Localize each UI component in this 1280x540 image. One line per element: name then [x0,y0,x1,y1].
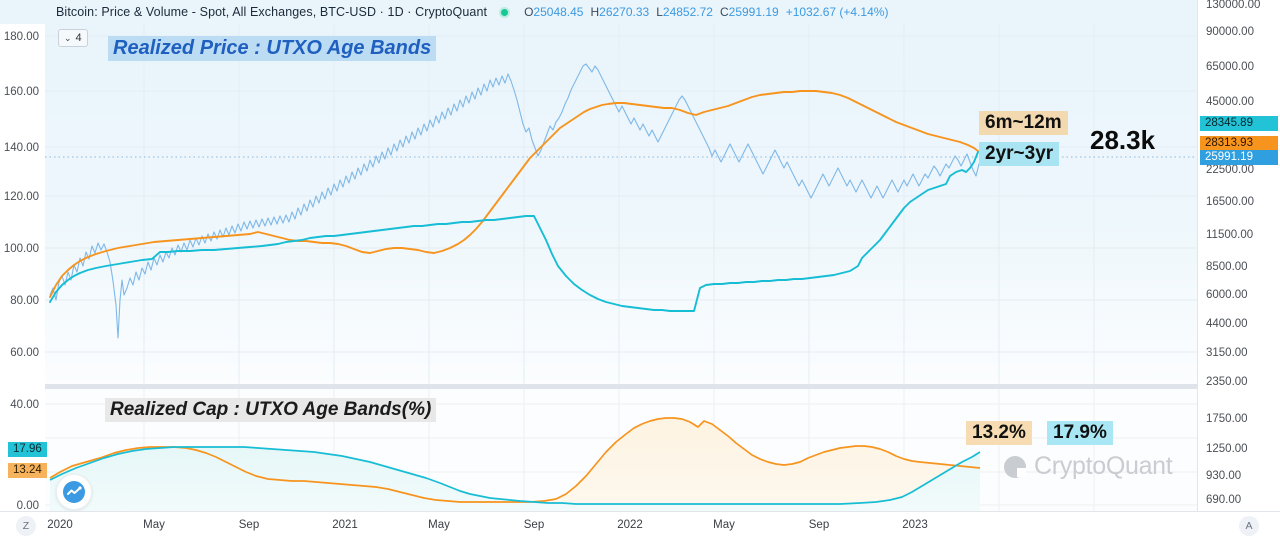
axis-right-tick: 2350.00 [1206,376,1248,388]
price-pane-title: Realized Price : UTXO Age Bands [108,36,437,61]
cap-pane-title: Realized Cap : UTXO Age Bands(%) [105,398,437,422]
pane-divider[interactable] [45,384,1197,389]
axis-left-tick: 120.00 [3,191,39,203]
auto-scale-button[interactable]: A [1239,516,1259,536]
axis-left-tick: 180.00 [3,31,39,43]
ohlc-open-value: 25048.45 [533,5,584,19]
axis-left-tick: 160.00 [3,86,39,98]
ohlc-low-value: 24852.72 [662,5,713,19]
axis-right-tick: 6000.00 [1206,289,1248,301]
price-pane-background [45,24,1197,384]
axis-right-tick: 45000.00 [1206,96,1254,108]
axis-right-tick: 65000.00 [1206,61,1254,73]
axis-x-tick: Sep [523,519,545,531]
axis-left-bottom-tick: 40.00 [10,399,39,411]
axis-x-tick: 2021 [332,519,358,531]
right-price-axis[interactable]: 130000.00 90000.00 65000.00 45000.00 225… [1197,0,1280,511]
ohlc-high-label: H [590,5,600,19]
axis-left-tick: 60.00 [10,347,39,359]
axis-left-tick: 80.00 [10,295,39,307]
axis-x-tick: 2022 [617,519,643,531]
axis-x-tick: 2020 [47,519,73,531]
axis-x-tick: May [428,519,450,531]
layers-dropdown-button[interactable]: ⌄ 4 [58,29,88,47]
axis-right-tick: 90000.00 [1206,26,1254,38]
reset-zoom-button[interactable]: Z [16,516,36,536]
cryptoquant-watermark: CryptoQuant [1004,452,1173,481]
axis-right-tick: 16500.00 [1206,196,1254,208]
chart-header: Bitcoin: Price & Volume - Spot, All Exch… [0,0,1280,24]
ohlc-close-value: 25991.19 [728,5,779,19]
axis-left-tick: 140.00 [3,142,39,154]
ohlc-close-label: C [719,5,729,19]
cap-2yr-3yr-line [49,446,981,505]
axis-left-tick: 100.00 [3,243,39,255]
axis-right-tick: 1750.00 [1206,413,1248,425]
cryptoquant-logo-icon [1004,455,1026,478]
line-chart-glyph-icon [63,481,85,503]
axis-right-tick: 690.00 [1206,494,1242,506]
annotation-2yr-3yr: 2yr~3yr [979,142,1060,166]
axis-right-tick: 22500.00 [1206,164,1254,176]
ohlc-readout: O25048.45 H26270.33 L24852.72 C25991.19 … [524,5,888,19]
cryptoquant-watermark-text: CryptoQuant [1034,452,1173,480]
axis-right-badge-cyan: 28345.89 [1200,116,1278,131]
time-axis[interactable]: 2020 May Sep 2021 May Sep 2022 May Sep 2… [0,511,1280,540]
annotation-cap-cyan: 17.9% [1047,421,1113,445]
left-price-axis[interactable]: 180.00 160.00 140.00 120.00 100.00 80.00… [0,24,45,512]
band-2yr-3yr-line [49,151,979,312]
axis-left-badge-orange: 13.24 [8,463,47,478]
axis-right-tick: 1250.00 [1206,443,1248,455]
cap-6m-12m-line [49,417,981,503]
band-6m-12m-line [49,90,979,298]
axis-right-tick: 930.00 [1206,470,1242,482]
chart-title: Bitcoin: Price & Volume - Spot, All Exch… [56,5,488,19]
chevron-down-icon: ⌄ [64,32,72,43]
price-series-line [49,63,982,339]
axis-right-tick: 4400.00 [1206,318,1248,330]
axis-x-tick: May [713,519,735,531]
axis-right-tick: 11500.00 [1206,229,1254,241]
annotation-price-callout: 28.3k [1090,125,1156,155]
axis-x-tick: May [143,519,165,531]
ohlc-change: +1032.67 (+4.14%) [785,5,889,19]
axis-left-bottom-tick: 0.00 [16,500,39,512]
layers-count-label: 4 [75,32,82,44]
axis-right-tick: 8500.00 [1206,261,1248,273]
axis-right-badge-orange: 28313.93 [1200,136,1278,151]
chart-analytics-icon[interactable] [56,474,92,510]
cap-2yr-3yr-area [50,447,980,511]
axis-right-tick: 3150.00 [1206,347,1248,359]
annotation-cap-orange: 13.2% [966,421,1032,445]
axis-right-tick: 130000.00 [1206,0,1261,11]
axis-x-tick: Sep [808,519,830,531]
annotation-6m-12m: 6m~12m [979,111,1068,135]
axis-right-badge-price: 25991.19 [1200,150,1278,165]
ohlc-high-value: 26270.33 [599,5,650,19]
top-gridlines [45,24,1197,384]
axis-x-tick: 2023 [902,519,928,531]
ohlc-low-label: L [656,5,663,19]
live-status-dot [499,6,511,18]
axis-left-badge-cyan: 17.96 [8,442,47,457]
ohlc-open-label: O [524,5,534,19]
axis-x-tick: Sep [238,519,260,531]
